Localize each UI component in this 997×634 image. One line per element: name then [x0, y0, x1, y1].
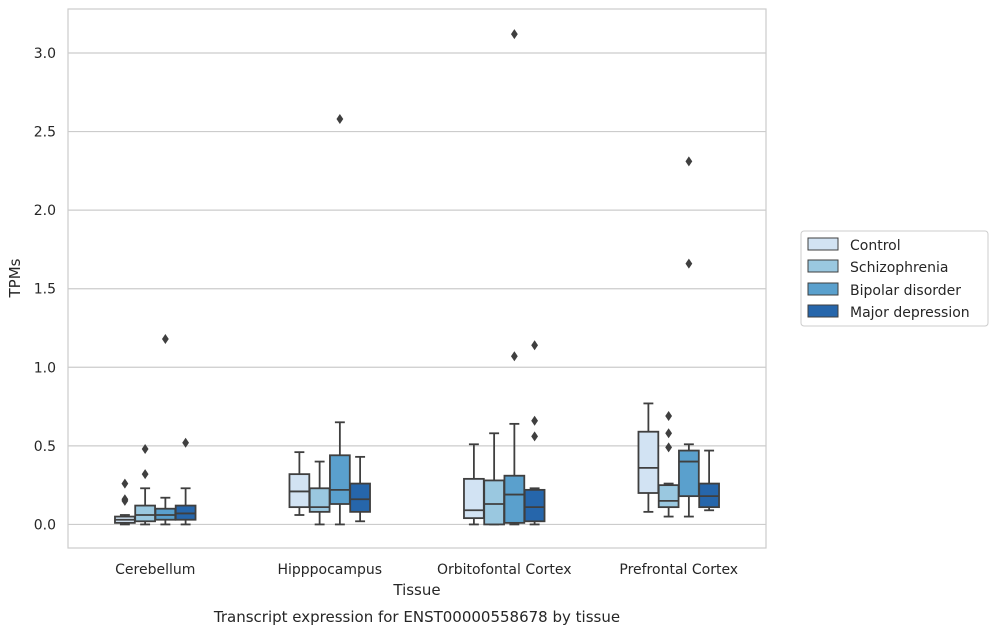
x-tick-labels: Cerebellum Hipppocampus Orbitofontal Corte… [115, 562, 738, 578]
box-schizophrenia [308, 460, 331, 526]
box-control [288, 451, 311, 516]
box-body [483, 479, 505, 526]
y-tick-label: 3.0 [34, 46, 56, 62]
plot-frame [67, 8, 767, 549]
box-body [678, 449, 700, 498]
box-control [114, 478, 136, 526]
box-body [134, 504, 156, 523]
box-body [308, 487, 331, 513]
category-group [463, 29, 546, 526]
outlier-point [685, 258, 693, 269]
outlier-point [336, 114, 344, 124]
box-control [637, 402, 660, 513]
box-body [657, 484, 680, 509]
box-major-depression [349, 455, 371, 523]
outlier-point [665, 428, 673, 439]
box-schizophrenia [483, 432, 505, 526]
outlier-point [121, 495, 129, 506]
box-major-depression [523, 340, 546, 526]
y-tick-label: 0.5 [34, 439, 56, 455]
outlier-point [141, 444, 149, 454]
outlier-point [665, 442, 673, 453]
legend-label: Control [850, 238, 901, 254]
box-schizophrenia [134, 444, 156, 526]
box-groups [114, 29, 720, 526]
outlier-point [531, 431, 539, 442]
outlier-point [510, 29, 518, 40]
box-body [523, 488, 546, 523]
outlier-point [182, 437, 190, 448]
box-body [463, 477, 485, 520]
category-group [288, 114, 371, 526]
outlier-point [510, 351, 518, 362]
category-group [637, 156, 720, 518]
box-major-depression [174, 437, 197, 526]
legend-swatch [807, 282, 839, 296]
y-tick-label: 2.5 [34, 125, 56, 141]
outlier-point [121, 478, 129, 489]
box-bipolar-disorder [329, 114, 351, 526]
legend-frame [800, 230, 989, 327]
box-body [329, 454, 351, 505]
y-tick-label: 1.5 [34, 282, 56, 298]
figure-caption: Transcript expression for ENST0000055867… [213, 608, 620, 626]
y-tick-label: 2.0 [34, 203, 56, 219]
x-tick-label: Orbitofontal Cortex [437, 562, 572, 578]
x-tick-label: Prefrontal Cortex [619, 562, 738, 578]
category-group [114, 334, 197, 526]
box-control [463, 443, 485, 526]
outlier-point [665, 411, 673, 421]
grid-lines [68, 52, 766, 526]
legend-swatch [807, 304, 839, 318]
outlier-point [685, 156, 693, 167]
box-schizophrenia [657, 411, 680, 518]
box-bipolar-disorder [678, 156, 700, 518]
legend-item: Schizophrenia [807, 259, 948, 276]
outlier-point [141, 469, 149, 480]
box-body [349, 482, 371, 513]
legend-swatch [807, 237, 839, 251]
legend-label: Schizophrenia [850, 260, 948, 276]
y-tick-label: 0.0 [34, 517, 56, 533]
legend: Control Schizophrenia Bipolar disorder M… [800, 230, 989, 327]
plot-area: 0.0 0.5 1.0 1.5 2.0 2.5 3.0 Cerebellum Hipppoca… [34, 8, 767, 578]
legend-label: Bipolar disorder [850, 283, 961, 299]
outlier-point [531, 415, 539, 426]
box-body [637, 430, 660, 494]
x-axis-label: Tissue [392, 581, 440, 599]
box-body [503, 474, 526, 524]
legend-swatch [807, 259, 839, 273]
box-bipolar-disorder [154, 334, 177, 526]
y-axis-label: TPMs [6, 258, 24, 298]
box-bipolar-disorder [503, 29, 526, 526]
legend-item: Bipolar disorder [807, 282, 961, 299]
y-tick-labels: 0.0 0.5 1.0 1.5 2.0 2.5 3.0 [34, 46, 56, 533]
outlier-point [531, 340, 539, 351]
box-major-depression [698, 449, 720, 512]
y-tick-label: 1.0 [34, 360, 56, 376]
x-tick-label: Hipppocampus [277, 562, 382, 578]
legend-item: Major depression [807, 304, 970, 321]
legend-item: Control [807, 237, 901, 254]
x-tick-label: Cerebellum [115, 562, 195, 578]
legend-label: Major depression [850, 305, 970, 321]
outlier-point [161, 334, 169, 344]
